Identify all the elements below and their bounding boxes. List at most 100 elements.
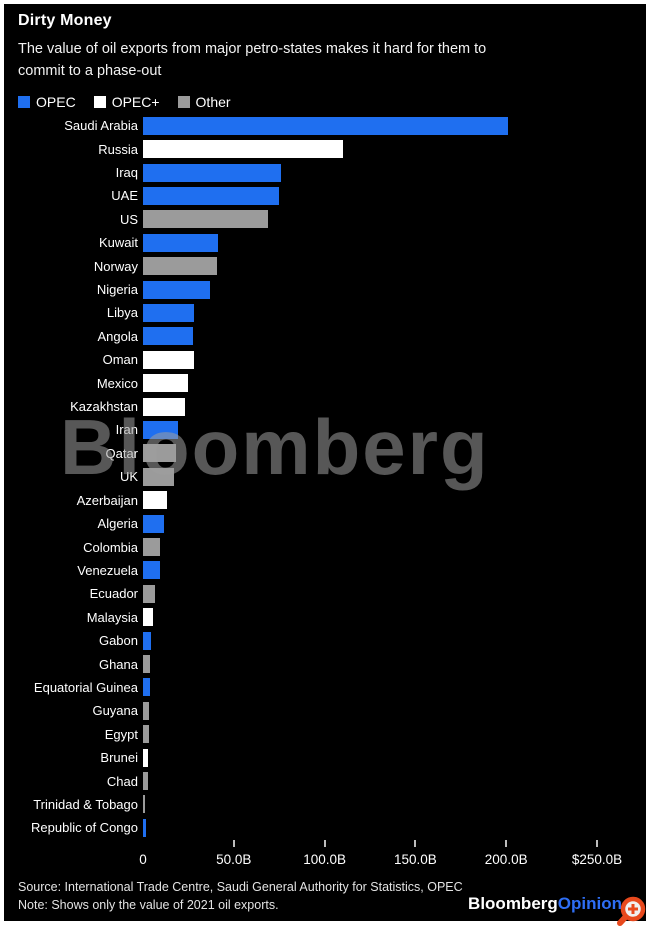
bar-value — [143, 584, 156, 603]
bar-row: Iran — [4, 418, 646, 441]
legend-swatch-icon — [93, 96, 106, 108]
bar-value — [143, 233, 219, 252]
bar-value — [143, 140, 343, 159]
bar-track — [143, 280, 646, 299]
bar-track — [143, 772, 646, 791]
country-label: Republic of Congo — [31, 820, 138, 836]
logo-bloomberg-text: Bloomberg — [468, 894, 558, 913]
axis-tick-mark — [232, 840, 235, 847]
bar-value — [143, 280, 211, 299]
bar-row: Brunei — [4, 746, 646, 769]
country-label: Qatar — [105, 445, 138, 461]
chart-title: Dirty Money — [18, 12, 112, 29]
axis-tick-mark — [323, 840, 326, 847]
bar-value — [143, 538, 161, 557]
country-label: Saudi Arabia — [64, 118, 138, 134]
bar-track — [143, 233, 646, 252]
bar-row: UAE — [4, 184, 646, 207]
bar-row: Republic of Congo — [4, 816, 646, 839]
bar-row: Algeria — [4, 512, 646, 535]
bar-track — [143, 140, 646, 159]
country-label: UK — [119, 469, 138, 485]
bar-row: Guyana — [4, 699, 646, 722]
chart-subtitle-line2: commit to a phase-out — [18, 63, 162, 79]
bar-track — [143, 561, 646, 580]
bar-value — [143, 725, 149, 744]
bar-track — [143, 420, 646, 439]
bar-value — [143, 350, 194, 369]
legend-item-opec-plus: OPEC+ — [93, 94, 160, 110]
bar-track — [143, 374, 646, 393]
bar-row: Mexico — [4, 371, 646, 394]
country-label: Gabon — [98, 633, 138, 649]
bar-track — [143, 491, 646, 510]
bar-value — [143, 163, 282, 182]
bar-value — [143, 210, 269, 229]
bar-track — [143, 350, 646, 369]
bar-track — [143, 748, 646, 767]
legend-item-opec: OPEC — [18, 94, 76, 110]
bar-row: Chad — [4, 769, 646, 792]
bar-row: Venezuela — [4, 559, 646, 582]
bar-row: Qatar — [4, 442, 646, 465]
bar-row: Equatorial Guinea — [4, 676, 646, 699]
logo-opinion-text: Opinion — [557, 894, 622, 913]
country-label: Russia — [98, 141, 138, 157]
legend-swatch-icon — [177, 96, 190, 108]
bar-row: Azerbaijan — [4, 489, 646, 512]
bar-track — [143, 678, 646, 697]
country-label: Kazakhstan — [70, 399, 138, 415]
note-text: Note: Shows only the value of 2021 oil e… — [18, 898, 279, 912]
bar-value — [143, 748, 149, 767]
country-label: Oman — [102, 352, 138, 368]
bar-chart-rows: Saudi Arabia Russia Iraq UAE US Kuwait Norway N… — [4, 114, 646, 840]
bar-row: UK — [4, 465, 646, 488]
legend-item-other: Other — [177, 94, 231, 110]
bar-row: Egypt — [4, 723, 646, 746]
axis-tick-label: 0 — [139, 852, 147, 867]
country-label: Brunei — [100, 750, 138, 766]
bar-track — [143, 444, 646, 463]
bar-value — [143, 397, 185, 416]
country-label: Egypt — [104, 726, 138, 742]
bar-row: Ghana — [4, 652, 646, 675]
bar-row: US — [4, 208, 646, 231]
magnifier-glyph — [617, 896, 646, 926]
bar-value — [143, 374, 189, 393]
bar-track — [143, 655, 646, 674]
bar-track — [143, 327, 646, 346]
bar-value — [143, 514, 165, 533]
country-label: Libya — [106, 305, 138, 321]
country-label: UAE — [111, 188, 138, 204]
bar-value — [143, 257, 218, 276]
country-label: Angola — [97, 328, 138, 344]
country-label: Algeria — [97, 516, 138, 532]
bar-value — [143, 561, 161, 580]
axis-tick-mark — [505, 840, 508, 847]
country-label: Azerbaijan — [76, 492, 138, 508]
bar-track — [143, 210, 646, 229]
bar-value — [143, 655, 151, 674]
country-label: Norway — [93, 258, 138, 274]
axis-tick-label: 200.0B — [484, 852, 528, 867]
bar-track — [143, 631, 646, 650]
bar-row: Gabon — [4, 629, 646, 652]
country-label: Venezuela — [77, 562, 138, 578]
axis-tick-mark — [414, 840, 417, 847]
bar-row: Malaysia — [4, 606, 646, 629]
bar-row: Oman — [4, 348, 646, 371]
bar-row: Angola — [4, 325, 646, 348]
legend-swatch-icon — [18, 96, 30, 108]
x-axis: 0 50.0B 100.0B 150.0B 200.0B $250.0B — [4, 840, 646, 874]
legend-label: OPEC — [36, 94, 76, 110]
axis-tick-label: $250.0B — [571, 852, 623, 867]
bar-row: Norway — [4, 254, 646, 277]
zoom-magnifier-icon[interactable] — [615, 895, 649, 929]
bar-track — [143, 163, 646, 182]
source-text: Source: International Trade Centre, Saud… — [18, 880, 463, 894]
bar-row: Russia — [4, 137, 646, 160]
country-label: Iraq — [115, 165, 138, 181]
bar-value — [143, 818, 146, 837]
bar-row: Nigeria — [4, 278, 646, 301]
